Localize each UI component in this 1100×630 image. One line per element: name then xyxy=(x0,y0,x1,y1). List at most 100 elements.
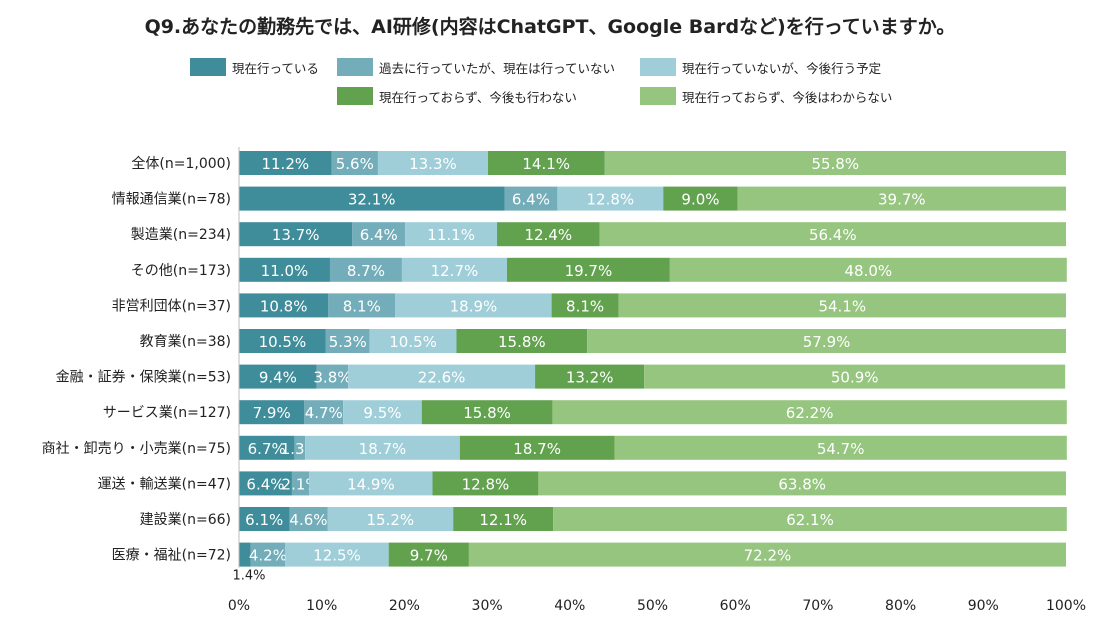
data-label: 12.8% xyxy=(462,475,510,493)
bar-segment xyxy=(294,435,306,460)
bar-segment xyxy=(459,435,615,460)
category-label: 情報通信業(n=78) xyxy=(112,192,231,208)
data-label: 3.8% xyxy=(313,369,351,387)
data-label: 6.7% xyxy=(248,440,286,458)
bar-segment xyxy=(535,364,645,389)
bar-segment xyxy=(239,222,353,247)
bar-segment xyxy=(506,257,670,282)
bar-segment xyxy=(432,471,539,496)
category-label: 製造業(n=234) xyxy=(131,227,231,243)
data-label: 63.8% xyxy=(778,475,826,493)
legend-label: 現在行っていないが、今後行う予定 xyxy=(682,60,882,76)
data-label: 32.1% xyxy=(348,191,396,209)
legend-swatch xyxy=(640,87,676,105)
data-label: 5.3% xyxy=(329,333,367,351)
bar-segment xyxy=(304,400,344,425)
bar-segment xyxy=(343,400,422,425)
x-tick-label: 10% xyxy=(306,598,337,614)
bar-segment xyxy=(285,542,389,567)
bar-segment xyxy=(644,364,1066,389)
bar-segment xyxy=(309,471,433,496)
legend-label: 現在行っておらず、今後はわからない xyxy=(682,89,893,105)
x-tick-label: 40% xyxy=(554,598,585,614)
bar-segment xyxy=(239,400,305,425)
bar-segment xyxy=(669,257,1067,282)
legend-swatch xyxy=(337,87,373,105)
bar-segment xyxy=(421,400,553,425)
data-label: 7.9% xyxy=(253,404,291,422)
x-tick-label: 80% xyxy=(885,598,916,614)
data-label: 4.7% xyxy=(305,404,343,422)
data-label: 18.9% xyxy=(450,297,498,315)
data-label: 62.2% xyxy=(786,404,834,422)
bar-segment xyxy=(552,400,1067,425)
x-tick-label: 0% xyxy=(228,598,250,614)
bar-segment xyxy=(239,471,292,496)
bar-segment xyxy=(239,293,329,318)
data-label: 6.4% xyxy=(512,191,550,209)
bar-segment xyxy=(587,329,1066,353)
x-tick-label: 100% xyxy=(1046,598,1086,614)
legend-label: 現在行っておらず、今後も行わない xyxy=(379,89,577,105)
data-label: 54.7% xyxy=(817,440,865,458)
data-label: 6.4% xyxy=(246,475,284,493)
bar-segment xyxy=(453,507,554,531)
category-label: 非営利団体(n=37) xyxy=(112,298,231,314)
data-label: 15.8% xyxy=(498,333,546,351)
legend-label: 過去に行っていたが、現在は行っていない xyxy=(379,60,616,76)
data-label: 9.7% xyxy=(410,547,448,565)
data-label: 9.0% xyxy=(681,191,719,209)
data-label: 9.4% xyxy=(259,369,297,387)
category-label: 建設業(n=66) xyxy=(140,512,231,528)
bar-segment xyxy=(487,151,605,175)
bar-segment xyxy=(618,293,1066,318)
bar-segment xyxy=(327,507,454,531)
data-label: 12.8% xyxy=(586,191,634,209)
bar-segment xyxy=(239,151,332,175)
data-label: 11.0% xyxy=(261,262,309,280)
bar-segment xyxy=(291,471,310,496)
bar-segment xyxy=(348,364,536,389)
bar-segment xyxy=(331,151,378,175)
data-label: 54.1% xyxy=(818,297,866,315)
data-label: 10.5% xyxy=(389,333,437,351)
legend-swatch xyxy=(337,58,373,76)
data-label: 72.2% xyxy=(744,547,792,565)
bar-segment xyxy=(456,329,588,353)
data-label: 15.2% xyxy=(367,511,415,529)
data-label: 9.5% xyxy=(363,404,401,422)
bar-segment xyxy=(352,222,406,247)
legend-item: 現在行っておらず、今後も行わない xyxy=(337,86,577,106)
data-label: 39.7% xyxy=(878,191,926,209)
data-label: 12.4% xyxy=(524,226,572,244)
data-label: 14.9% xyxy=(347,475,395,493)
legend-label: 現在行っている xyxy=(232,60,319,76)
bar-segment xyxy=(369,329,457,353)
data-label: 14.1% xyxy=(522,155,570,173)
data-label: 6.4% xyxy=(360,226,398,244)
bar-segment xyxy=(239,507,290,531)
data-label: 10.8% xyxy=(260,297,308,315)
bar-segment xyxy=(497,222,600,247)
data-label: 18.7% xyxy=(359,440,407,458)
category-label: 全体(n=1,000) xyxy=(131,155,231,172)
category-label: サービス業(n=127) xyxy=(103,405,231,421)
bar-segment xyxy=(604,151,1066,175)
annotation-label: 1.4% xyxy=(232,569,265,584)
bar-segment xyxy=(388,542,469,567)
bar-segment xyxy=(663,186,738,211)
bar-segment xyxy=(239,186,505,211)
bar-segment xyxy=(325,329,370,353)
category-label: その他(n=173) xyxy=(131,263,231,279)
bar-segment xyxy=(239,329,326,353)
data-label: 12.7% xyxy=(431,262,479,280)
bar-segment xyxy=(468,542,1066,567)
data-label: 57.9% xyxy=(803,333,851,351)
bar-segment xyxy=(239,435,295,460)
data-label: 12.1% xyxy=(479,511,527,529)
data-label: 4.6% xyxy=(289,511,327,529)
x-tick-label: 20% xyxy=(389,598,420,614)
legend-item: 現在行っておらず、今後はわからない xyxy=(640,86,892,106)
bar-segment xyxy=(737,186,1066,211)
